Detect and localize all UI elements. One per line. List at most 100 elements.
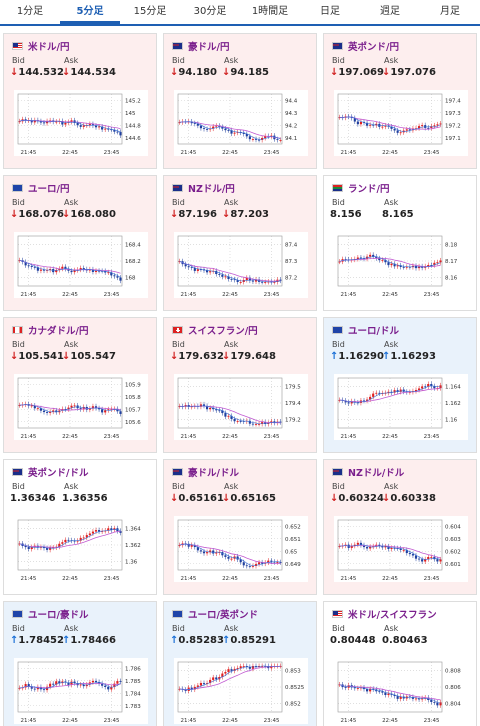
candle-body bbox=[381, 126, 384, 128]
rate-card[interactable]: 米ドル/スイスフラン Bid Ask 0.80448 0.80463 0.808 0.806… bbox=[323, 601, 477, 726]
candle-body bbox=[104, 410, 107, 413]
tab-4[interactable]: 30分足 bbox=[193, 6, 227, 17]
currency-pair[interactable]: NZドル/ドル bbox=[348, 468, 405, 479]
currency-pair[interactable]: ユーロ/豪ドル bbox=[28, 610, 89, 621]
tab-7[interactable]: 週足 bbox=[380, 6, 400, 17]
rate-card[interactable]: 英ポンド/円 Bid Ask ↓197.069 ↓197.076 197.4 197.3 19… bbox=[323, 33, 477, 169]
za-flag-icon bbox=[332, 184, 343, 192]
candle-body bbox=[42, 410, 46, 413]
currency-pair[interactable]: 英ポンド/円 bbox=[348, 42, 399, 53]
rate-card[interactable]: スイスフラン/円 Bid Ask ↓179.632 ↓179.648 179.5 179.4… bbox=[163, 317, 317, 453]
candle-body bbox=[387, 125, 390, 127]
candle-body bbox=[433, 125, 436, 127]
y-tick-label: 1.783 bbox=[125, 704, 141, 710]
currency-pair[interactable]: ユーロ/英ポンド bbox=[188, 610, 258, 621]
x-tick-label: 21:45 bbox=[20, 292, 36, 298]
bid-value: ↓179.632 bbox=[170, 351, 224, 362]
mini-chart[interactable]: 87.4 87.3 87.2 21:45 22:45 23:45 bbox=[174, 232, 308, 298]
candle-body bbox=[257, 424, 261, 425]
currency-pair[interactable]: 豪ドル/円 bbox=[188, 42, 230, 53]
tab-8[interactable]: 月足 bbox=[440, 6, 460, 17]
tab-1[interactable]: 1分足 bbox=[16, 6, 44, 17]
candle-body bbox=[91, 680, 95, 683]
y-tick-label: 0.604 bbox=[445, 524, 461, 530]
candle-body bbox=[91, 531, 95, 534]
candle-body bbox=[215, 125, 218, 127]
currency-pair[interactable]: ランド/円 bbox=[348, 184, 390, 195]
mini-chart[interactable]: 0.808 0.806 0.804 21:45 22:45 23:45 bbox=[334, 658, 468, 724]
candle-body bbox=[245, 565, 248, 567]
mini-chart[interactable]: 0.652 0.651 0.65 0.649 21:45 22:45 23:45 bbox=[174, 516, 308, 582]
tab-6[interactable]: 日足 bbox=[320, 6, 340, 17]
candle-body bbox=[427, 127, 430, 129]
bid-label: Bid bbox=[172, 624, 185, 633]
tab-2[interactable]: 5分足 bbox=[60, 0, 120, 24]
currency-pair[interactable]: 米ドル/円 bbox=[28, 42, 70, 53]
mini-chart[interactable]: 94.4 94.3 94.2 94.1 21:45 22:45 23:45 bbox=[174, 90, 308, 156]
candle-body bbox=[49, 683, 52, 687]
ca-flag-icon bbox=[12, 326, 23, 334]
moving-average-line bbox=[179, 543, 281, 567]
mini-chart[interactable]: 0.604 0.603 0.602 0.601 21:45 22:45 23:45 bbox=[334, 516, 468, 582]
candle-body bbox=[215, 677, 218, 680]
tab-3[interactable]: 15分足 bbox=[133, 6, 167, 17]
currency-pair[interactable]: ユーロ/ドル bbox=[348, 326, 399, 337]
candle-body bbox=[245, 277, 248, 280]
mini-chart[interactable]: 0.853 0.8525 0.852 21:45 22:45 23:45 bbox=[174, 658, 308, 724]
candle-body bbox=[369, 688, 372, 692]
moving-average-line bbox=[19, 119, 121, 133]
mini-chart[interactable]: 197.4 197.3 197.2 197.1 21:45 22:45 23:45 bbox=[334, 90, 468, 156]
y-tick-label: 0.808 bbox=[445, 668, 461, 674]
rate-card[interactable]: ユーロ/ドル Bid Ask ↑1.16290 ↑1.16293 1.164 1.162 1.… bbox=[323, 317, 477, 453]
moving-average-line bbox=[339, 684, 441, 704]
rate-card[interactable]: ユーロ/円 Bid Ask ↓168.076 ↓168.080 168.4 168.2 168… bbox=[3, 175, 157, 311]
candle-body bbox=[215, 270, 218, 275]
candle-body bbox=[104, 270, 107, 273]
y-tick-label: 0.8525 bbox=[285, 685, 305, 691]
mini-chart[interactable]: 1.364 1.362 1.36 21:45 22:45 23:45 bbox=[14, 516, 148, 582]
currency-pair[interactable]: スイスフラン/円 bbox=[188, 326, 258, 337]
candle-body bbox=[199, 269, 203, 271]
rate-card[interactable]: カナダドル/円 Bid Ask ↓105.541 ↓105.547 105.9 105.8 1… bbox=[3, 317, 157, 453]
currency-pair[interactable]: ユーロ/円 bbox=[28, 184, 70, 195]
x-tick-label: 23:45 bbox=[264, 150, 280, 156]
mini-chart[interactable]: 145.2 145 144.8 144.6 21:45 22:45 23:45 bbox=[14, 90, 148, 156]
x-tick-label: 21:45 bbox=[180, 292, 196, 298]
rate-card[interactable]: ランド/円 Bid Ask 8.156 8.165 8.18 8.17 8.16 21:45 22… bbox=[323, 175, 477, 311]
ask-value: ↑1.16293 bbox=[382, 351, 436, 362]
rate-card[interactable]: 英ポンド/ドル Bid Ask 1.36346 1.36356 1.364 1.362 1.3… bbox=[3, 459, 157, 595]
y-tick-label: 0.853 bbox=[285, 668, 301, 674]
rate-card[interactable]: NZドル/ドル Bid Ask ↓0.60324 ↓0.60338 0.604 0.603 0… bbox=[323, 459, 477, 595]
mini-chart[interactable]: 168.4 168.2 168 21:45 22:45 23:45 bbox=[14, 232, 148, 298]
rate-card[interactable]: 豪ドル/ドル Bid Ask ↓0.65161 ↓0.65165 0.652 0.651 0.… bbox=[163, 459, 317, 595]
currency-pair[interactable]: 米ドル/スイスフラン bbox=[348, 610, 437, 621]
candle-body bbox=[393, 547, 396, 549]
mini-chart[interactable]: 105.9 105.8 105.7 105.6 21:45 22:45 23:45 bbox=[14, 374, 148, 440]
mini-chart[interactable]: 179.5 179.4 179.2 21:45 22:45 23:45 bbox=[174, 374, 308, 440]
candle-body bbox=[230, 279, 233, 280]
rate-card[interactable]: 米ドル/円 Bid Ask ↓144.532 ↓144.534 145.2 145 144.8… bbox=[3, 33, 157, 169]
currency-pair[interactable]: 豪ドル/ドル bbox=[188, 468, 239, 479]
mini-chart[interactable]: 8.18 8.17 8.16 21:45 22:45 23:45 bbox=[334, 232, 468, 298]
currency-pair[interactable]: カナダドル/円 bbox=[28, 326, 89, 337]
currency-pair[interactable]: 英ポンド/ドル bbox=[28, 468, 89, 479]
rate-card[interactable]: 豪ドル/円 Bid Ask ↓94.180 ↓94.185 94.4 94.3 94.2 94.… bbox=[163, 33, 317, 169]
tab-5[interactable]: 1時間足 bbox=[251, 6, 289, 17]
rate-card[interactable]: ユーロ/英ポンド Bid Ask ↑0.85283 ↑0.85291 0.853 0.852… bbox=[163, 601, 317, 726]
candle-body bbox=[88, 408, 91, 410]
rate-card[interactable]: ユーロ/豪ドル Bid Ask ↑1.78452 ↑1.78466 1.786 1.785 1… bbox=[3, 601, 157, 726]
candle-body bbox=[399, 696, 402, 699]
candle-body bbox=[273, 282, 276, 283]
rate-card[interactable]: NZドル/円 Bid Ask ↓87.196 ↓87.203 87.4 87.3 87.2 21… bbox=[163, 175, 317, 311]
candle-body bbox=[372, 124, 375, 126]
mini-chart[interactable]: 1.164 1.162 1.16 21:45 22:45 23:45 bbox=[334, 374, 468, 440]
candle-body bbox=[408, 553, 411, 555]
plot-frame bbox=[17, 235, 123, 287]
mini-chart[interactable]: 1.786 1.785 1.784 1.783 21:45 22:45 23:45 bbox=[14, 658, 148, 724]
bid-value: 1.36346 bbox=[10, 493, 56, 504]
currency-pair[interactable]: NZドル/円 bbox=[188, 184, 235, 195]
bid-label: Bid bbox=[172, 340, 185, 349]
arrow-up-icon: ↑ bbox=[222, 635, 231, 646]
candle-body bbox=[387, 391, 390, 393]
candle-body bbox=[375, 392, 378, 394]
